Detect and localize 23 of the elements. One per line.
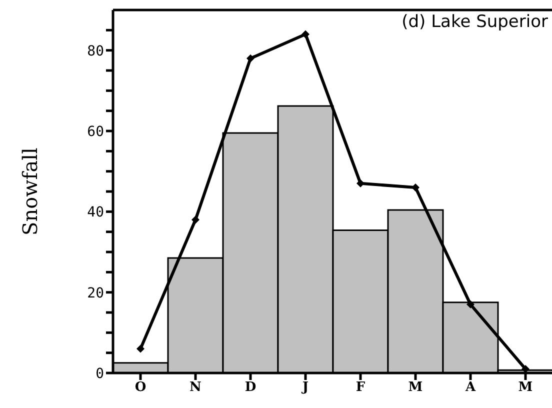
x-tick-label: F — [356, 380, 366, 396]
point — [246, 54, 254, 62]
x-tick-label: N — [190, 380, 202, 396]
point — [136, 344, 144, 353]
y-tick-label: 40 — [87, 204, 104, 221]
point — [356, 179, 364, 188]
point — [412, 183, 420, 192]
y-tick-label: 80 — [87, 43, 104, 60]
chart-title: (d) Lake Superior — [402, 12, 548, 32]
point — [192, 216, 200, 224]
y-tick-label: 20 — [87, 285, 104, 302]
x-tick-label: M — [518, 380, 533, 396]
point — [466, 300, 474, 308]
x-tick-label: O — [134, 380, 146, 396]
y-tick-label: 60 — [87, 124, 104, 140]
x-tick-label: M — [408, 380, 423, 396]
x-tick-label: A — [464, 380, 476, 396]
y-axis-title: Snowfall — [18, 148, 42, 236]
x-tick-label: J — [301, 380, 309, 396]
point — [522, 364, 530, 373]
x-tick-label: D — [244, 380, 256, 396]
y-tick-label: 0 — [96, 366, 104, 382]
point — [302, 30, 310, 38]
